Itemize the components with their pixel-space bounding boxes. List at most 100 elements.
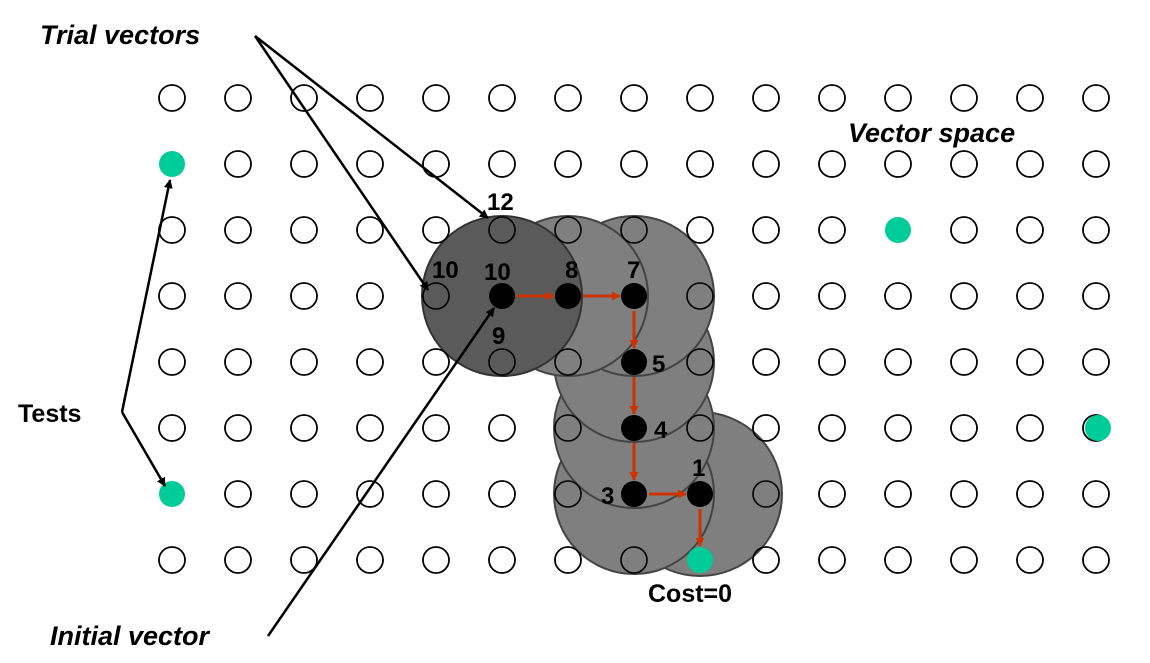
grid-point-outline xyxy=(752,414,780,442)
grid-point-outline xyxy=(620,84,648,112)
grid-point-outline xyxy=(158,546,186,574)
grid-point-outline xyxy=(686,84,714,112)
grid-point-outline xyxy=(422,546,450,574)
initial-vector-arrow xyxy=(266,307,496,637)
visited-vector-point xyxy=(555,283,581,309)
grid-point-outline xyxy=(620,216,648,244)
grid-point-outline xyxy=(1082,348,1110,376)
grid-point-outline xyxy=(356,480,384,508)
grid-point-outline xyxy=(422,480,450,508)
grid-point-outline xyxy=(422,84,450,112)
cost-number: 9 xyxy=(492,323,505,350)
grid-point-outline xyxy=(224,480,252,508)
grid-point-outline xyxy=(422,348,450,376)
grid-point-outline xyxy=(422,282,450,310)
cost-number: 10 xyxy=(432,257,459,284)
cost-number: 4 xyxy=(654,417,668,444)
grid-point-outline xyxy=(554,414,582,442)
cost-number: 1 xyxy=(692,455,705,482)
grid-point-outline xyxy=(818,150,846,178)
visited-vector-point xyxy=(687,481,713,507)
grid-point-outline xyxy=(488,480,516,508)
grid-point-outline xyxy=(818,216,846,244)
grid-point-outline xyxy=(356,282,384,310)
grid-point-outline xyxy=(488,348,516,376)
grid-point-outline xyxy=(884,414,912,442)
grid-point-outline xyxy=(290,414,318,442)
cost-number: 10 xyxy=(484,259,511,286)
grid-point-outline xyxy=(818,414,846,442)
annotation-arrows xyxy=(120,35,496,637)
grid-point-outline xyxy=(686,414,714,442)
grid-point-outline xyxy=(884,546,912,574)
grid-point-outline xyxy=(554,84,582,112)
grid-point-outline xyxy=(686,348,714,376)
grid-point-outline xyxy=(1016,282,1044,310)
grid-point-outline xyxy=(1082,480,1110,508)
grid-point-outline xyxy=(752,84,780,112)
grid-point-outline xyxy=(158,414,186,442)
grid-point-outline xyxy=(950,150,978,178)
grid-point-outline xyxy=(1082,546,1110,574)
grid-point-outline xyxy=(752,546,780,574)
grid-point-outline xyxy=(752,480,780,508)
grid-point-outline xyxy=(686,150,714,178)
goal-test-point xyxy=(687,547,713,573)
cost-number: 8 xyxy=(565,257,578,284)
grid-point-outline xyxy=(884,480,912,508)
grid-point-outline xyxy=(884,150,912,178)
cost-number: 5 xyxy=(652,351,665,378)
grid-point-outline xyxy=(356,216,384,244)
grid-point-outline xyxy=(290,150,318,178)
grid-point-outline xyxy=(224,216,252,244)
trial-vector-arrow xyxy=(254,35,489,219)
grid-point-outline xyxy=(818,480,846,508)
test-point xyxy=(1085,415,1111,441)
grid-point-outline xyxy=(950,480,978,508)
grid-point-outline xyxy=(554,480,582,508)
grid-point-outline xyxy=(752,348,780,376)
grid-point-outline xyxy=(818,546,846,574)
grid-point-outline xyxy=(818,348,846,376)
test-point xyxy=(159,481,185,507)
trial-vector-arrow xyxy=(253,35,430,291)
grid-point-outline xyxy=(224,546,252,574)
grid-point-outline xyxy=(356,546,384,574)
trial-vectors-label: Trial vectors xyxy=(40,20,200,50)
grid-point-outline xyxy=(224,282,252,310)
cost-number: 3 xyxy=(601,483,614,510)
grid-point-outline xyxy=(1016,348,1044,376)
grid-point-outline xyxy=(620,546,648,574)
grid-point-outline xyxy=(488,150,516,178)
test-point xyxy=(159,151,185,177)
grid-point-outline xyxy=(1016,414,1044,442)
grid-point-outline xyxy=(290,282,318,310)
test-points xyxy=(159,151,1111,573)
grid-point-outline xyxy=(224,84,252,112)
grid-point-outline xyxy=(950,84,978,112)
grid-point-outline xyxy=(818,282,846,310)
grid-point-outline xyxy=(158,348,186,376)
grid-point-outline xyxy=(752,216,780,244)
grid-point-outline xyxy=(686,282,714,310)
initial-vector-point xyxy=(489,283,515,309)
grid-point-outline xyxy=(488,84,516,112)
grid-point-outline xyxy=(488,546,516,574)
neighborhoods xyxy=(421,215,783,577)
grid-point-outline xyxy=(1082,216,1110,244)
grid-point-outline xyxy=(1016,150,1044,178)
grid-point-outline xyxy=(1082,282,1110,310)
visited-vectors xyxy=(489,283,713,507)
vector-space-label: Vector space xyxy=(848,118,1015,148)
grid-point-outline xyxy=(488,216,516,244)
grid-point-outline xyxy=(422,216,450,244)
grid-point-outline xyxy=(620,150,648,178)
grid-point-outline xyxy=(554,546,582,574)
tests-label: Tests xyxy=(18,400,81,428)
grid-point-outline xyxy=(1016,84,1044,112)
grid-point-outline xyxy=(290,84,318,112)
visited-vector-point xyxy=(621,283,647,309)
grid-point-outline xyxy=(158,282,186,310)
